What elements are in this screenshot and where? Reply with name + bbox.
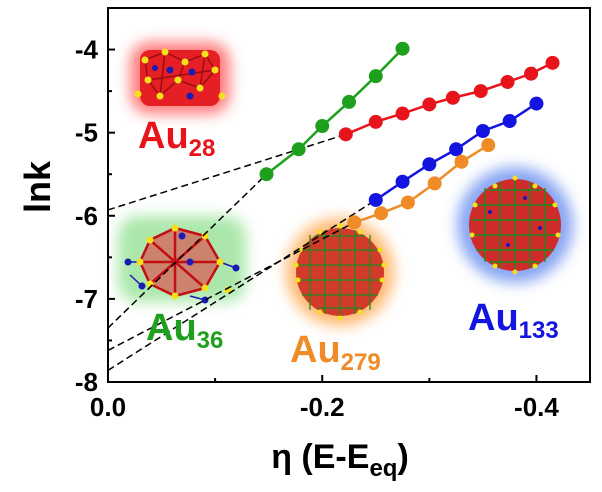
data-point-133	[475, 124, 490, 139]
y-tick-label: -6	[75, 201, 98, 231]
series-label-36: Au36	[146, 307, 223, 354]
data-point-28	[524, 66, 539, 81]
y-tick-label: -4	[75, 35, 99, 65]
axis-ticks: 0.0 -0.2 -0.4 -4 -5 -6 -7 -8	[75, 35, 560, 422]
data-point-36	[291, 142, 306, 157]
data-point-279	[481, 138, 496, 153]
data-series	[259, 41, 560, 230]
data-point-279	[427, 176, 442, 191]
y-tick-label: -7	[75, 284, 98, 314]
data-point-28	[368, 114, 383, 129]
series-line-36	[265, 47, 404, 176]
data-point-28	[500, 74, 515, 89]
x-tick-label: 0.0	[90, 392, 126, 422]
data-point-36	[315, 119, 330, 134]
y-tick-label: -5	[75, 118, 98, 148]
au36-cluster-image	[118, 216, 246, 304]
data-point-28	[473, 84, 488, 99]
data-point-133	[449, 142, 464, 157]
extrapolation-line-36	[107, 173, 268, 329]
data-point-279	[374, 206, 389, 221]
data-point-28	[445, 90, 460, 105]
series-label-28: Au28	[138, 115, 215, 162]
x-axis-title: η (E-Eeq)	[271, 438, 409, 482]
data-point-36	[259, 167, 274, 182]
data-point-133	[529, 96, 544, 111]
series-label-279: Au279	[290, 329, 381, 376]
data-point-28	[395, 106, 410, 121]
data-point-28	[338, 127, 353, 142]
extrapolation-line-28	[107, 133, 347, 211]
data-point-28	[545, 55, 560, 70]
au28-cluster-image	[130, 42, 230, 114]
au279-cluster-image	[286, 218, 394, 326]
y-axis-title: lnk	[17, 160, 58, 213]
data-point-279	[400, 195, 415, 210]
extrapolation-line-279	[107, 221, 355, 352]
x-tick-label: -0.4	[514, 392, 559, 422]
plot-frame	[107, 7, 591, 383]
data-point-279	[347, 215, 362, 230]
y-tick-label: -8	[75, 367, 98, 397]
data-point-279	[454, 154, 469, 169]
data-point-133	[422, 157, 437, 172]
data-point-36	[368, 69, 383, 84]
extrapolation-lines	[107, 133, 377, 371]
data-point-28	[422, 97, 437, 112]
series-label-133: Au133	[468, 297, 559, 344]
data-point-133	[502, 114, 517, 129]
data-point-133	[395, 174, 410, 189]
extrapolation-line-133	[107, 199, 377, 371]
series-labels: Au28 Au36 Au133 Au279	[138, 115, 559, 376]
au133-cluster-image	[457, 167, 573, 283]
x-tick-label: -0.2	[300, 392, 345, 422]
data-point-36	[395, 41, 410, 56]
data-point-133	[368, 192, 383, 207]
data-point-36	[342, 94, 356, 109]
